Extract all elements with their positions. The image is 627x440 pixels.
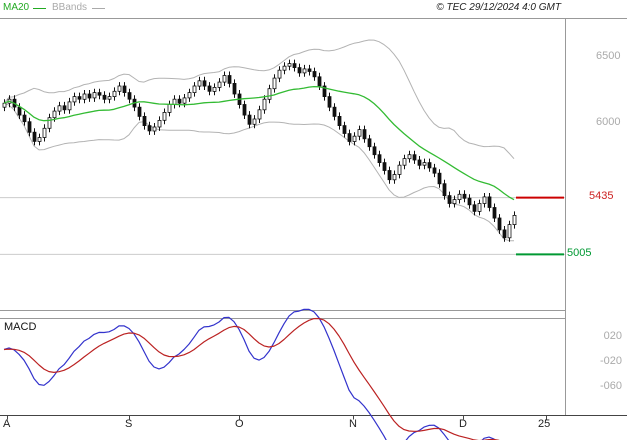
legend-ma20-label: MA20 [3,2,30,13]
macd-axis-label-1: 020 [603,330,622,342]
x-axis-label-august: A [3,418,11,430]
macd-axis-label-3: -060 [599,380,622,392]
y-axis-label-6000: 6000 [596,116,621,128]
legend-bbands-swatch-icon [92,8,105,9]
axis-ticks [7,415,547,420]
macd-axis-label-2: -020 [599,355,622,367]
x-axis-label-2025: 25 [538,418,551,430]
level-lines [0,196,565,256]
x-axis-label-october: O [235,418,244,430]
legend-bbands-label: BBands [52,2,88,13]
resistance-level-label: 5435 [589,190,614,202]
copyright-text: © TEC 29/12/2024 4:0 GMT [436,2,561,13]
bollinger-bands [3,39,515,242]
x-axis-label-november: N [349,418,357,430]
x-axis-label-september: S [125,418,133,430]
macd-lines [3,308,500,440]
frame-lines [0,18,627,416]
y-axis-label-6500: 6500 [596,50,621,62]
ma20-line [3,85,515,201]
macd-panel-title: MACD [4,321,37,333]
support-level-label: 5005 [567,247,592,259]
legend-ma20-swatch-icon [33,8,46,9]
x-axis-label-december: D [459,418,467,430]
candles [2,59,517,242]
